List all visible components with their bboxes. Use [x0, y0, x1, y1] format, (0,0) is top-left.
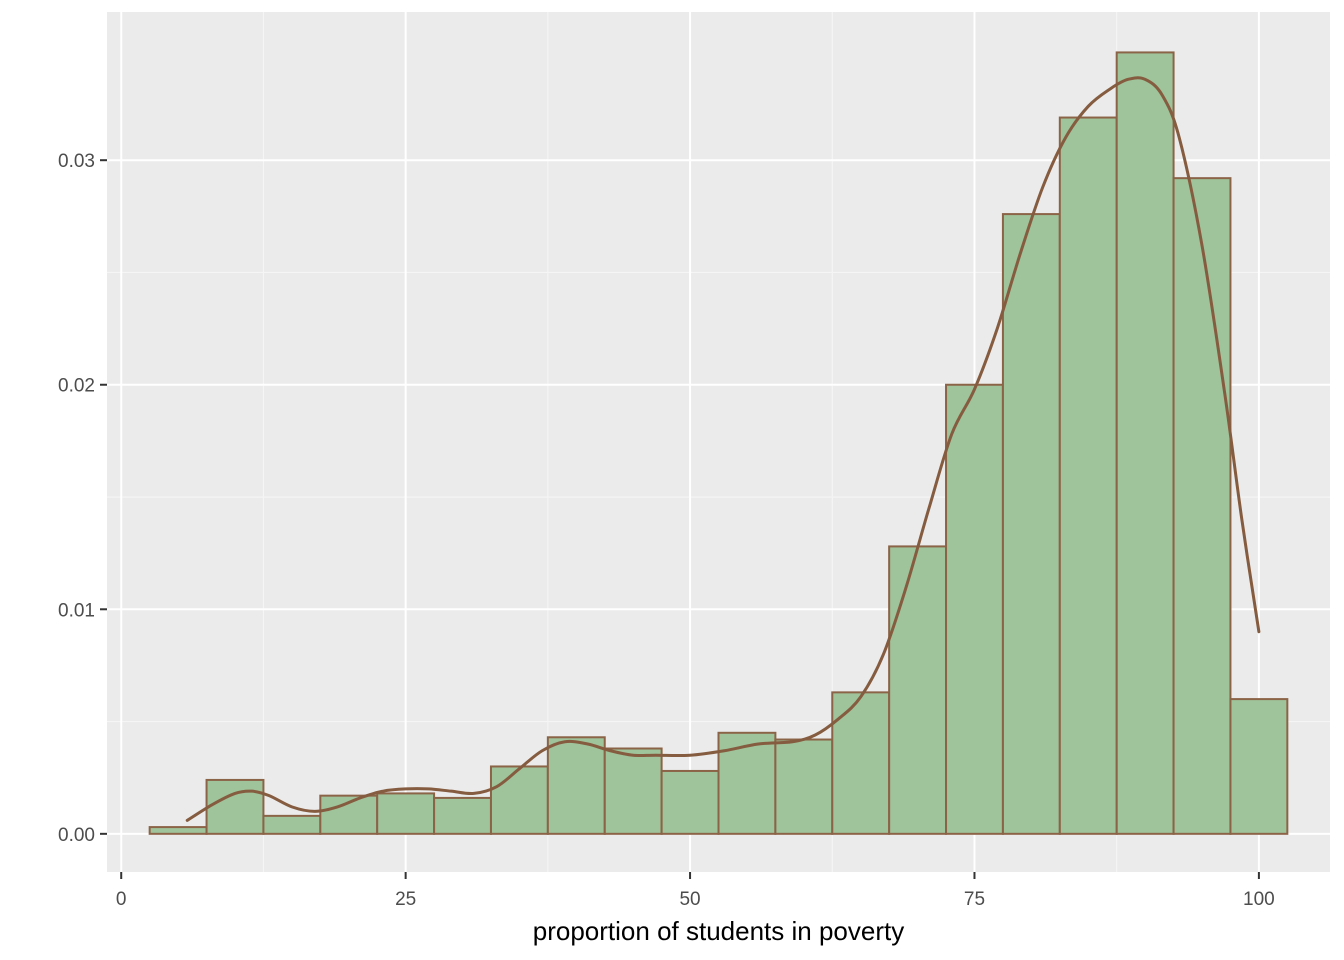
axis-ticks: 0 25 50 75 100 0.00 0.01 0.02 0.03 [58, 151, 1275, 910]
histogram-bar [546, 736, 606, 835]
histogram-bar [489, 765, 549, 835]
histogram-bars [148, 51, 1289, 835]
histogram-bar [1001, 213, 1061, 835]
histogram-bar [888, 545, 948, 835]
x-tick-label: 50 [679, 889, 700, 910]
histogram-bar [433, 796, 492, 835]
histogram-bar [205, 778, 265, 835]
histogram-bar [262, 814, 322, 835]
histogram-bar [831, 691, 891, 835]
x-axis-title: proportion of students in poverty [533, 916, 904, 946]
histogram-bar [660, 769, 720, 835]
histogram-bar [1115, 51, 1175, 835]
x-tick-label: 0 [116, 889, 127, 910]
y-tick-label: 0.00 [58, 825, 95, 846]
histogram-bar [1058, 116, 1118, 835]
y-tick-label: 0.02 [58, 376, 95, 397]
x-tick-label: 25 [395, 889, 416, 910]
histogram-bar [945, 383, 1004, 835]
y-tick-label: 0.03 [58, 151, 95, 172]
histogram-bar [1172, 177, 1232, 835]
histogram-bar [603, 747, 663, 835]
histogram-bar [774, 738, 834, 835]
histogram-bar [148, 826, 208, 835]
histogram-bar [1229, 698, 1289, 835]
x-tick-label: 100 [1243, 889, 1275, 910]
y-tick-label: 0.01 [58, 600, 95, 621]
x-tick-label: 75 [964, 889, 985, 910]
density-curve [185, 76, 1261, 822]
histogram-bar [376, 792, 436, 835]
histogram-bar [717, 731, 777, 835]
